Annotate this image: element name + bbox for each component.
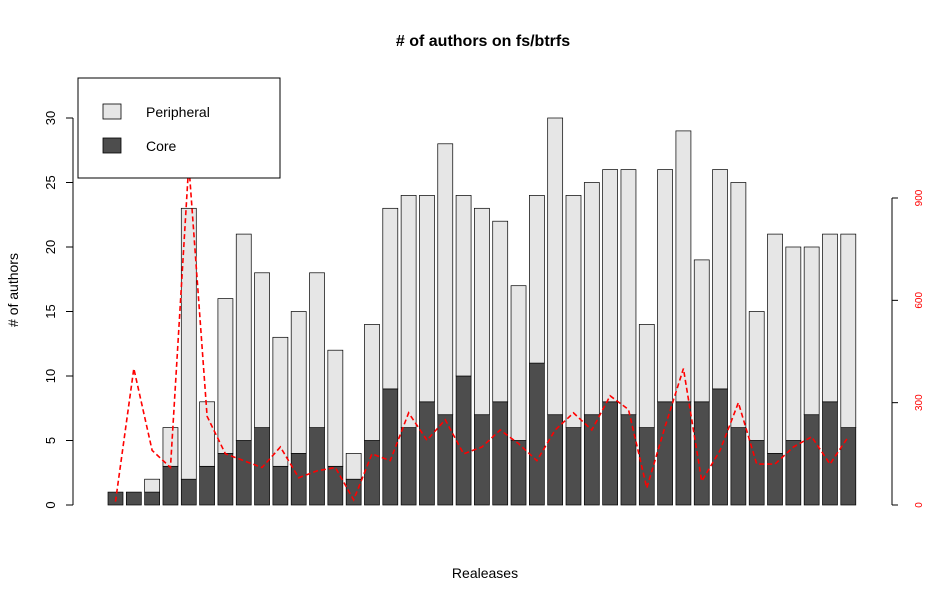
bar-core — [712, 388, 728, 506]
legend-label-peripheral: Peripheral — [146, 104, 210, 120]
bar-peripheral — [474, 207, 490, 416]
bar-core — [125, 491, 142, 506]
bar-peripheral — [638, 324, 655, 428]
legend-swatch-peripheral — [102, 103, 122, 120]
bar-peripheral — [620, 169, 637, 416]
bar-core — [602, 401, 618, 506]
bar-peripheral — [675, 130, 692, 403]
y-axis-left: 0 5 10 15 20 25 30 — [43, 111, 74, 509]
bar-core — [382, 388, 399, 506]
bar-peripheral — [785, 246, 802, 441]
bar-peripheral — [748, 311, 765, 441]
bar-core — [492, 401, 509, 506]
y-tick-label: 5 — [43, 437, 58, 444]
bar-peripheral — [767, 233, 783, 454]
y-tick-label: 10 — [43, 369, 58, 383]
bar-core — [822, 401, 838, 506]
y-tick-label: 25 — [43, 175, 58, 189]
bar-core — [217, 453, 234, 506]
bar-core — [675, 401, 692, 506]
bar-peripheral — [602, 169, 618, 403]
chart-title: # of authors on fs/btrfs — [396, 33, 570, 50]
bar-peripheral — [492, 220, 509, 403]
legend-swatch-core — [102, 137, 122, 154]
bar-core — [327, 465, 344, 506]
bar-core — [180, 478, 197, 506]
bar-peripheral — [400, 195, 417, 428]
bar-core — [162, 465, 179, 506]
bar-peripheral — [583, 182, 600, 416]
bar-peripheral — [822, 233, 838, 403]
bar-core — [400, 427, 417, 506]
bar-peripheral — [547, 117, 564, 416]
y-tick-label: 20 — [43, 240, 58, 254]
bar-peripheral — [327, 349, 344, 467]
bar-peripheral — [529, 195, 545, 364]
y-axis-label: # of authors — [5, 253, 21, 327]
bars-layer — [107, 117, 857, 506]
bar-core — [840, 427, 857, 506]
y-right-tick-label: 600 — [914, 292, 925, 309]
bar-peripheral — [254, 272, 270, 428]
y-tick-label: 15 — [43, 304, 58, 318]
y-axis-right: 0 300 600 900 — [891, 189, 925, 508]
bar-core — [309, 427, 325, 506]
bar-peripheral — [565, 195, 582, 428]
bar-core — [767, 453, 783, 506]
bar-core — [657, 401, 673, 506]
bar-peripheral — [235, 233, 252, 441]
bar-core — [547, 414, 564, 506]
bar-peripheral — [290, 311, 307, 454]
y-tick-label: 30 — [43, 111, 58, 125]
bar-core — [235, 440, 252, 506]
bar-core — [272, 465, 289, 506]
bar-peripheral — [419, 195, 435, 403]
bar-core — [455, 375, 472, 506]
bar-core — [474, 414, 490, 506]
bar-peripheral — [199, 401, 215, 467]
bar-peripheral — [180, 207, 197, 480]
bar-core — [748, 440, 765, 506]
bar-core — [803, 414, 820, 506]
bar-core — [583, 414, 600, 506]
line-layer — [114, 163, 849, 502]
bar-core — [565, 427, 582, 506]
y-tick-label: 0 — [43, 501, 58, 508]
bar-peripheral — [217, 298, 234, 454]
line-series — [114, 163, 849, 502]
bar-peripheral — [510, 285, 527, 441]
y-right-tick-label: 300 — [914, 394, 925, 411]
bar-core — [199, 465, 215, 506]
x-axis-label: Realeases — [452, 565, 518, 581]
bar-peripheral — [803, 246, 820, 416]
bar-core — [144, 491, 160, 506]
bar-peripheral — [437, 143, 454, 416]
legend-label-core: Core — [146, 138, 177, 154]
bar-core — [364, 440, 380, 506]
bar-peripheral — [712, 169, 728, 390]
bar-core — [510, 440, 527, 506]
bar-peripheral — [345, 453, 362, 480]
bar-peripheral — [382, 207, 399, 390]
bar-core — [290, 453, 307, 506]
bar-peripheral — [455, 195, 472, 377]
bar-core — [785, 440, 802, 506]
y-right-tick-label: 0 — [914, 502, 925, 508]
bar-peripheral — [309, 272, 325, 428]
bar-peripheral — [144, 478, 160, 493]
bar-peripheral — [693, 259, 710, 403]
bar-peripheral — [730, 182, 747, 428]
bar-peripheral — [364, 324, 380, 441]
bar-core — [730, 427, 747, 506]
legend: Peripheral Core — [77, 77, 281, 179]
bar-peripheral — [272, 336, 289, 467]
bar-core — [419, 401, 435, 506]
bar-core — [620, 414, 637, 506]
y-right-tick-label: 900 — [914, 189, 925, 206]
legend-box — [77, 77, 281, 179]
bar-peripheral — [657, 169, 673, 403]
bar-core — [529, 362, 545, 506]
bar-peripheral — [840, 233, 857, 428]
